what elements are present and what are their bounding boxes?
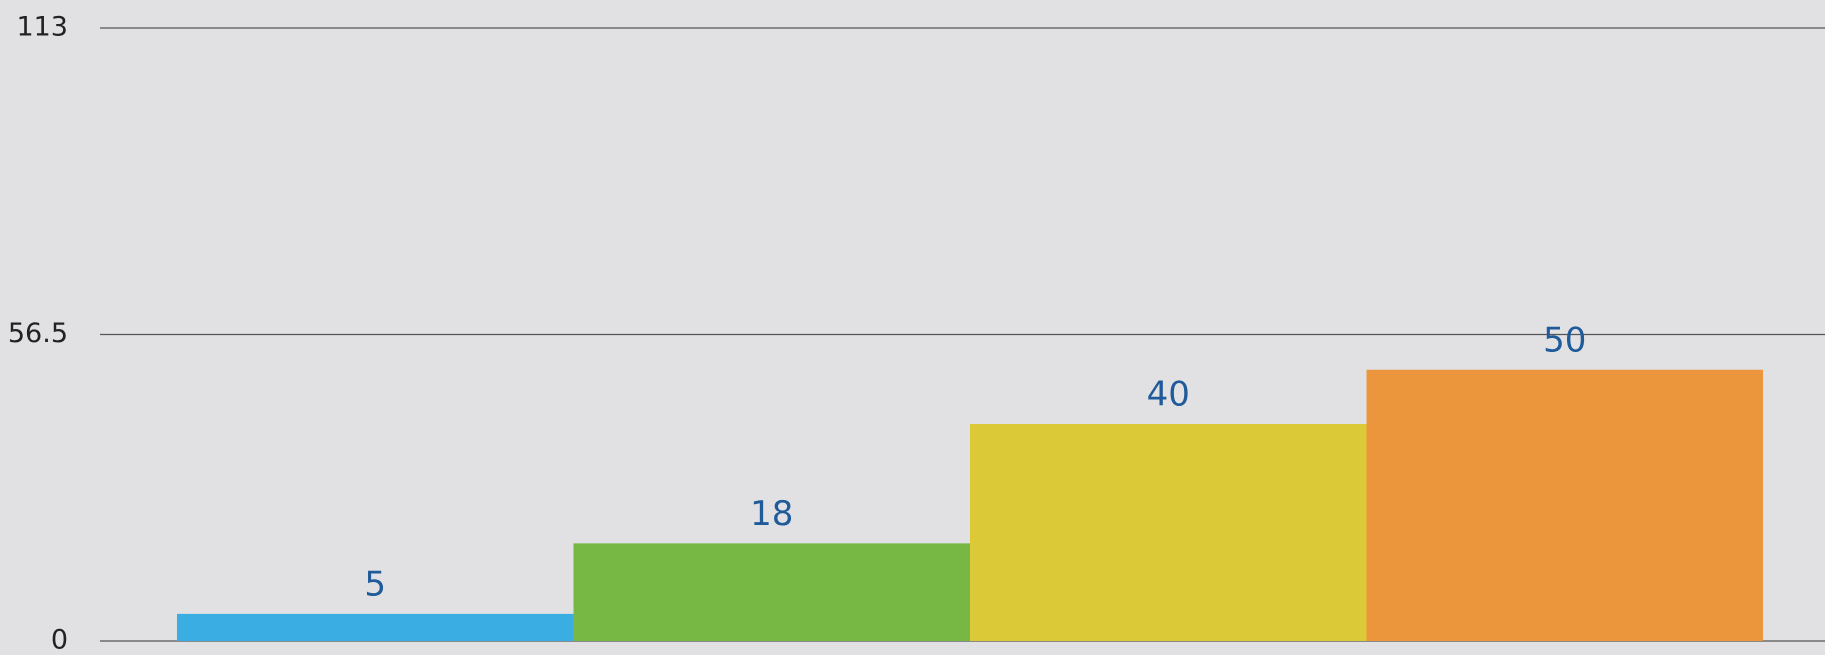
y-tick-label: 113 <box>16 12 68 43</box>
data-label: 5 <box>364 564 386 604</box>
bar <box>1366 369 1763 641</box>
y-tick-label: 56.5 <box>8 318 68 349</box>
bar <box>573 543 970 641</box>
data-label: 50 <box>1543 320 1586 360</box>
data-label: 18 <box>750 494 793 534</box>
bar <box>177 613 574 641</box>
y-tick-label: 0 <box>51 625 68 655</box>
bar <box>970 424 1367 641</box>
data-label: 40 <box>1147 375 1190 415</box>
